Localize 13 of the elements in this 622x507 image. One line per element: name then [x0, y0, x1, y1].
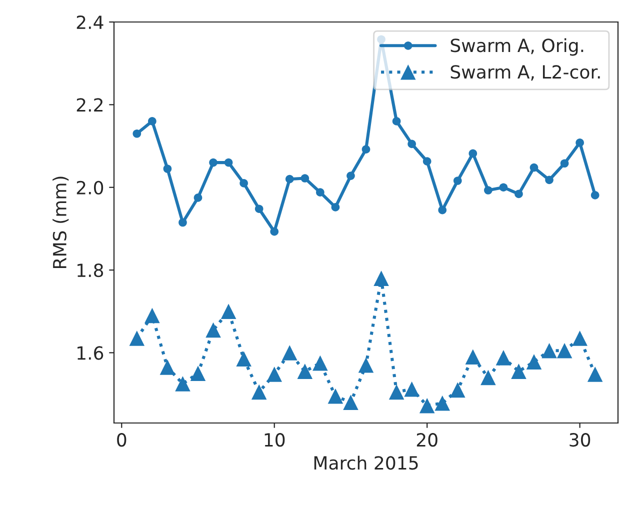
- y-tick-label: 2.2: [76, 98, 102, 112]
- x-tick-label: 0: [117, 433, 126, 447]
- y-tick-label: 2.0: [76, 180, 104, 194]
- legend-label: Swarm A, Orig.: [450, 38, 584, 56]
- y-tick-label: 1.8: [78, 264, 104, 278]
- x-tick-label: 10: [264, 433, 285, 447]
- x-tick-label: 20: [416, 433, 438, 447]
- legend-label: Swarm A, L2-cor.: [450, 65, 600, 81]
- x-axis-title: March 2015: [314, 456, 418, 470]
- y-tick-label: 1.6: [78, 346, 104, 360]
- x-tick-label: 30: [570, 433, 590, 447]
- y-tick-label: 2.4: [76, 15, 104, 29]
- y-axis-title: RMS (mm): [52, 176, 69, 268]
